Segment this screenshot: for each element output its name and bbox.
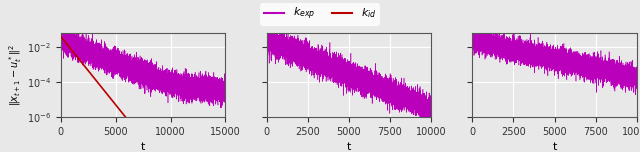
Y-axis label: $\|x_{t+1} - u_t^*\|^2$: $\|x_{t+1} - u_t^*\|^2$ [7,44,24,106]
X-axis label: t: t [141,142,145,152]
Legend: $k_{exp}$, $k_{id}$: $k_{exp}$, $k_{id}$ [260,3,380,26]
X-axis label: t: t [552,142,557,152]
X-axis label: t: t [347,142,351,152]
